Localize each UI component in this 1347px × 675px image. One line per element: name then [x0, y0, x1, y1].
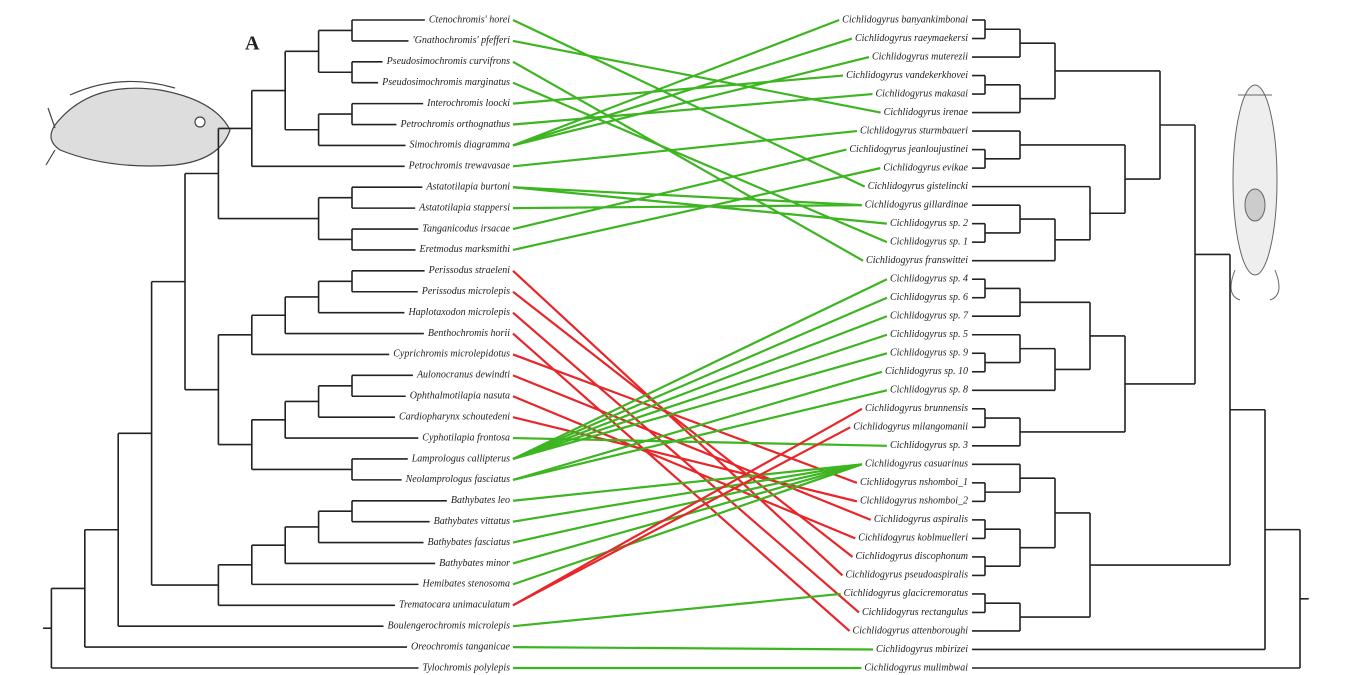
links	[513, 20, 887, 668]
host-label: Neolamprologus fasciatus	[405, 474, 510, 485]
host-label: Astatotilapia burtoni	[425, 182, 510, 193]
parasite-label: Cichlidogyrus sp. 4	[890, 273, 968, 284]
association-link	[513, 57, 869, 145]
association-link	[513, 20, 839, 145]
parasite-label: Cichlidogyrus rectangulus	[862, 607, 968, 618]
host-label: Pseudosimochromis marginatus	[381, 77, 510, 88]
page: A Ctenochromis' horei 'Gnathochromis' pfe…	[0, 0, 1347, 675]
parasite-label: Cichlidogyrus vandekerkhovei	[846, 70, 968, 81]
association-link	[513, 271, 842, 576]
host-label: Simochromis diagramma	[410, 140, 510, 151]
host-label: Lamprologus callipterus	[411, 453, 510, 464]
host-label: Boulengerochromis microlepis	[388, 620, 511, 631]
association-link	[513, 205, 862, 208]
parasite-label: Cichlidogyrus brunnensis	[865, 403, 968, 414]
parasite-label: Cichlidogyrus banyankimbonai	[842, 14, 968, 25]
host-label: Perissodus microlepis	[421, 286, 510, 297]
parasite-label: Cichlidogyrus glacicremoratus	[844, 588, 968, 599]
host-label: Ctenochromis' horei	[429, 14, 510, 25]
parasite-label: Cichlidogyrus sp. 9	[890, 348, 968, 359]
association-link	[513, 375, 871, 520]
parasite-label: Cichlidogyrus sturmbaueri	[860, 125, 968, 136]
parasite-label: Cichlidogyrus koblmuelleri	[858, 533, 968, 544]
trees	[43, 20, 1309, 668]
host-label: Oreochromis tanganicae	[411, 641, 511, 652]
parasite-label: Cichlidogyrus muterezii	[872, 51, 968, 62]
host-label: Petrochromis trewavasae	[408, 161, 511, 172]
parasite-label: Cichlidogyrus sp. 8	[890, 385, 968, 396]
labels: Ctenochromis' horei 'Gnathochromis' pfeff…	[381, 14, 969, 673]
parasite-label: Cichlidogyrus jeanloujustinei	[849, 144, 968, 155]
host-label: Benthochromis horii	[428, 328, 510, 339]
parasite-label: Cichlidogyrus gistelincki	[868, 181, 968, 192]
association-link	[513, 464, 862, 542]
parasite-label: Cichlidogyrus casuarinus	[865, 459, 968, 470]
association-link	[513, 39, 852, 146]
host-label: Perissodus straeleni	[428, 265, 511, 276]
host-label: Bathybates vittatus	[434, 516, 510, 527]
host-label: Petrochromis orthognathus	[399, 119, 510, 130]
host-label: Eretmodus marksmithi	[419, 244, 511, 255]
parasite-label: Cichlidogyrus sp. 5	[890, 329, 968, 340]
host-label: Interochromis loocki	[426, 98, 510, 109]
host-label: Aulonocranus dewindti	[416, 370, 510, 381]
parasite-label: Cichlidogyrus mulimbwai	[864, 662, 968, 673]
parasite-label: Cichlidogyrus sp. 10	[885, 366, 968, 377]
host-label: Trematocara unimaculatum	[399, 600, 510, 611]
association-link	[513, 647, 873, 649]
parasite-label: Cichlidogyrus irenae	[884, 107, 969, 118]
host-label: Haplotaxodon microlepis	[407, 307, 510, 318]
parasite-label: Cichlidogyrus aspiralis	[874, 514, 968, 525]
tanglegram: A Ctenochromis' horei 'Gnathochromis' pfe…	[0, 0, 1347, 675]
parasite-label: Cichlidogyrus sp. 2	[890, 218, 968, 229]
parasite-label: Cichlidogyrus sp. 6	[890, 292, 968, 303]
host-label: Bathybates fasciatus	[428, 537, 511, 548]
host-label: Astatotilapia stappersi	[418, 202, 510, 213]
parasite-label: Cichlidogyrus attenboroughi	[853, 625, 969, 636]
host-label: Cyprichromis microlepidotus	[393, 349, 510, 360]
parasite-label: Cichlidogyrus nshomboi_1	[860, 477, 968, 488]
parasite-label: Cichlidogyrus gillardinae	[865, 199, 969, 210]
fish-icon	[46, 81, 230, 166]
parasite-label: Cichlidogyrus makasai	[876, 88, 969, 99]
worm-icon	[1231, 85, 1279, 300]
association-link	[513, 168, 880, 250]
host-label: Ophthalmotilapia nasuta	[410, 391, 510, 402]
parasite-label: Cichlidogyrus sp. 3	[890, 440, 968, 451]
parasite-label: Cichlidogyrus pseudoaspiralis	[845, 570, 968, 581]
host-label: Hemibates stenosoma	[422, 579, 511, 590]
parasite-label: Cichlidogyrus milangomanii	[853, 422, 968, 433]
host-label: Tanganicodus irsacae	[422, 223, 510, 234]
panel-label: A	[245, 33, 260, 55]
parasite-label: Cichlidogyrus nshomboi_2	[860, 496, 968, 507]
host-label: Tylochromis polylepis	[423, 662, 511, 673]
parasite-label: Cichlidogyrus discophonum	[856, 551, 969, 562]
parasite-label: Cichlidogyrus evikae	[883, 162, 968, 173]
parasite-label: Cichlidogyrus raeymaekersi	[855, 33, 968, 44]
parasite-label: Cichlidogyrus mbirizei	[876, 644, 968, 655]
association-link	[513, 131, 857, 166]
association-link	[513, 187, 862, 205]
host-label: Bathybates leo	[451, 495, 510, 506]
parasite-label: Cichlidogyrus sp. 1	[890, 236, 968, 247]
host-label: Bathybates minor	[439, 558, 510, 569]
host-label: Cyphotilapia frontosa	[422, 432, 510, 443]
host-label: Cardiopharynx schoutedeni	[399, 411, 510, 422]
association-link	[513, 594, 841, 626]
parasite-label: Cichlidogyrus franswittei	[866, 255, 968, 266]
host-label: Pseudosimochromis curvifrons	[386, 56, 511, 67]
parasite-label: Cichlidogyrus sp. 7	[890, 311, 969, 322]
host-label: 'Gnathochromis' pfefferi	[412, 35, 510, 46]
